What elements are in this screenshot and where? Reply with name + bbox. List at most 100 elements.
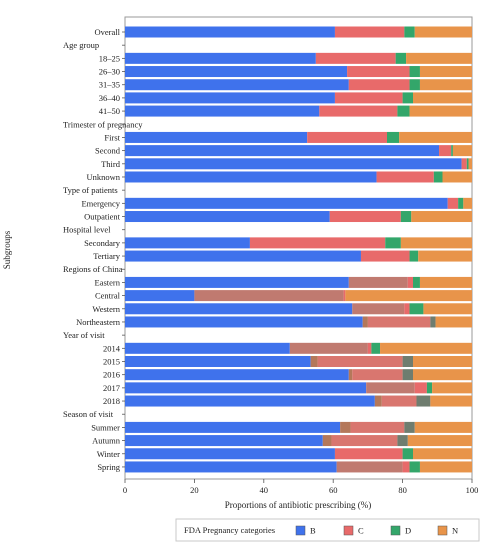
y-tick-label: Outpatient xyxy=(84,212,121,222)
y-tick-label: Summer xyxy=(91,422,120,432)
legend-swatch xyxy=(437,525,448,536)
y-tick-label: 2017 xyxy=(103,383,120,393)
group-header-label: Season of visit xyxy=(63,409,114,419)
bar-segment xyxy=(466,158,469,170)
legend-label: N xyxy=(452,526,458,536)
bar-segment xyxy=(397,435,408,447)
bar-segment xyxy=(125,316,363,328)
bar-segment xyxy=(352,303,405,315)
bar-segment xyxy=(334,92,403,104)
legend: FDA Pregnancy categories B C D N xyxy=(175,518,480,542)
bar-segment xyxy=(125,237,250,249)
bar-segment xyxy=(433,171,443,183)
bar-segment xyxy=(125,92,335,104)
bar-segment xyxy=(452,145,472,157)
bar-segment xyxy=(371,342,381,354)
bar-segment xyxy=(407,435,472,447)
legend-label: C xyxy=(358,526,364,536)
y-tick-label: 41–50 xyxy=(99,106,120,116)
bar-segment xyxy=(125,211,330,223)
bar-segment xyxy=(381,395,417,407)
bar-segment xyxy=(435,316,472,328)
group-header-label: Type of patients xyxy=(63,185,118,195)
bar-segment xyxy=(334,26,405,38)
bar-segment xyxy=(416,395,431,407)
y-tick-label: 36–40 xyxy=(99,93,120,103)
bar-segment xyxy=(322,435,332,447)
bar-segment xyxy=(386,131,400,143)
bar-segment xyxy=(397,105,410,117)
y-tick-label: 2014 xyxy=(103,343,121,353)
bar-segment xyxy=(376,171,434,183)
bar-segment xyxy=(125,461,337,473)
bar-segment xyxy=(404,26,415,38)
x-tick-label: 40 xyxy=(260,485,269,495)
bar-segment xyxy=(418,250,472,262)
x-axis-label: Proportions of antibiotic prescribing (%… xyxy=(225,500,371,510)
x-axis: 0 20 40 60 80 100 xyxy=(123,479,479,495)
bar-segment xyxy=(125,79,349,91)
x-tick-label: 60 xyxy=(329,485,338,495)
bar-segment xyxy=(402,92,414,104)
bar-segment xyxy=(125,145,440,157)
y-tick-label: Unknown xyxy=(86,172,120,182)
group-header-label: Regions of China xyxy=(63,264,123,274)
bar-segment xyxy=(352,369,403,381)
bar-segment xyxy=(426,382,433,394)
x-tick-label: 100 xyxy=(466,485,479,495)
y-tick-label: 2015 xyxy=(103,357,120,367)
bar-segment xyxy=(458,197,464,209)
bar-segment xyxy=(334,448,403,460)
legend-swatch xyxy=(295,525,306,536)
bar-segment xyxy=(439,145,452,157)
bar-segment xyxy=(125,290,195,302)
bar-segment xyxy=(447,197,459,209)
bar-segment xyxy=(340,421,351,433)
bar-segment xyxy=(419,461,472,473)
bar-segment xyxy=(348,79,410,91)
bar-segment xyxy=(360,250,410,262)
bar-segment xyxy=(367,316,431,328)
bar-segment xyxy=(125,171,377,183)
bar-segment xyxy=(419,66,472,78)
bar-segment xyxy=(125,26,335,38)
y-tick-label: Emergency xyxy=(81,198,120,208)
y-tick-label: Tertiary xyxy=(93,251,121,261)
y-tick-label: Northeastern xyxy=(76,317,121,327)
bar-segment xyxy=(404,421,415,433)
bar-segment xyxy=(407,276,414,288)
bar-segment xyxy=(125,435,323,447)
legend-label: D xyxy=(405,526,411,536)
bar-segment xyxy=(413,92,472,104)
y-tick-label: Winter xyxy=(97,449,120,459)
bar-segment xyxy=(125,421,341,433)
bar-segment xyxy=(468,158,472,170)
y-tick-label: Western xyxy=(92,304,120,314)
bar-segment xyxy=(430,395,472,407)
bar-segment xyxy=(289,342,368,354)
bar-segment xyxy=(347,66,410,78)
bar-segment xyxy=(400,237,472,249)
y-tick-label: 31–35 xyxy=(99,80,120,90)
y-tick-label: First xyxy=(104,132,120,142)
bar-segment xyxy=(125,303,353,315)
bar-segment xyxy=(125,250,361,262)
y-tick-label: 26–30 xyxy=(99,67,120,77)
bar-segment xyxy=(125,382,367,394)
y-tick-label: Secondary xyxy=(84,238,121,248)
bar-segment xyxy=(411,211,472,223)
y-tick-label: 2018 xyxy=(103,396,120,406)
bar-segment xyxy=(319,105,398,117)
legend-label: B xyxy=(310,526,316,536)
bar-segment xyxy=(348,369,353,381)
legend-swatch xyxy=(390,525,401,536)
bar-segment xyxy=(125,395,375,407)
bar-segment xyxy=(451,145,453,157)
bar-segment xyxy=(315,52,396,64)
bar-segment xyxy=(400,211,412,223)
bar-segment xyxy=(409,105,472,117)
y-axis-label: Subgroups xyxy=(2,230,12,269)
y-tick-label: 2016 xyxy=(103,370,120,380)
